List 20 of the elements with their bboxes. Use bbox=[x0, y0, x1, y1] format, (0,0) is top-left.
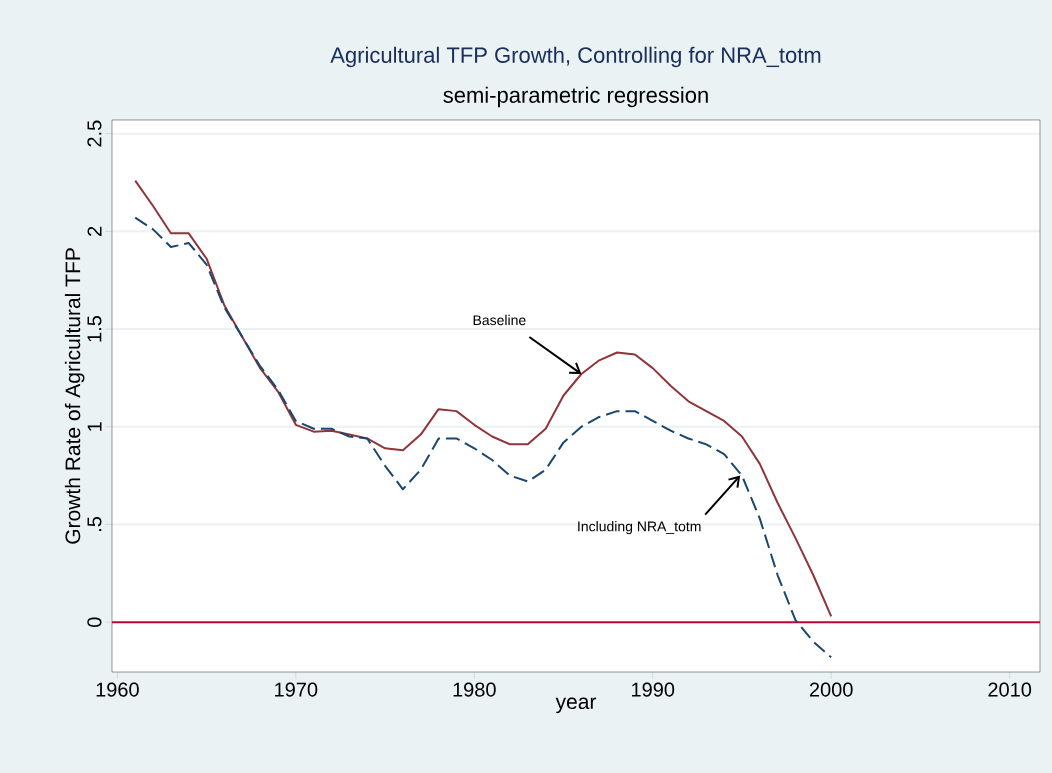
line-series bbox=[134, 179, 833, 618]
y-tick-label: 2 bbox=[87, 226, 102, 236]
y-tick-label: 2.5 bbox=[87, 120, 102, 147]
x-tick-label: 1970 bbox=[275, 682, 318, 697]
x-axis-title: year bbox=[555, 697, 597, 714]
y-axis-title: Growth Rate of Agricultural TFP bbox=[64, 248, 85, 544]
y-tick-label: .5 bbox=[87, 516, 102, 531]
x-tick-label: 1980 bbox=[453, 682, 496, 697]
chart-subtitle: semi-parametric regression bbox=[443, 86, 708, 108]
chart-title: Agricultural TFP Growth, Controlling for NRA_totm bbox=[330, 46, 821, 68]
annotation: Including NRA_totm bbox=[578, 521, 701, 535]
x-tick-label: 2000 bbox=[809, 682, 853, 697]
y-tick-label: 1 bbox=[87, 422, 102, 431]
x-tick-label: 1990 bbox=[632, 682, 675, 697]
x-tick-label: 2010 bbox=[988, 682, 1032, 697]
y-tick-label: 0 bbox=[87, 617, 102, 627]
line-series bbox=[134, 216, 833, 659]
annotation: Baseline bbox=[473, 314, 526, 326]
x-tick-label: 1960 bbox=[96, 682, 139, 697]
y-tick-label: 1.5 bbox=[87, 316, 102, 342]
